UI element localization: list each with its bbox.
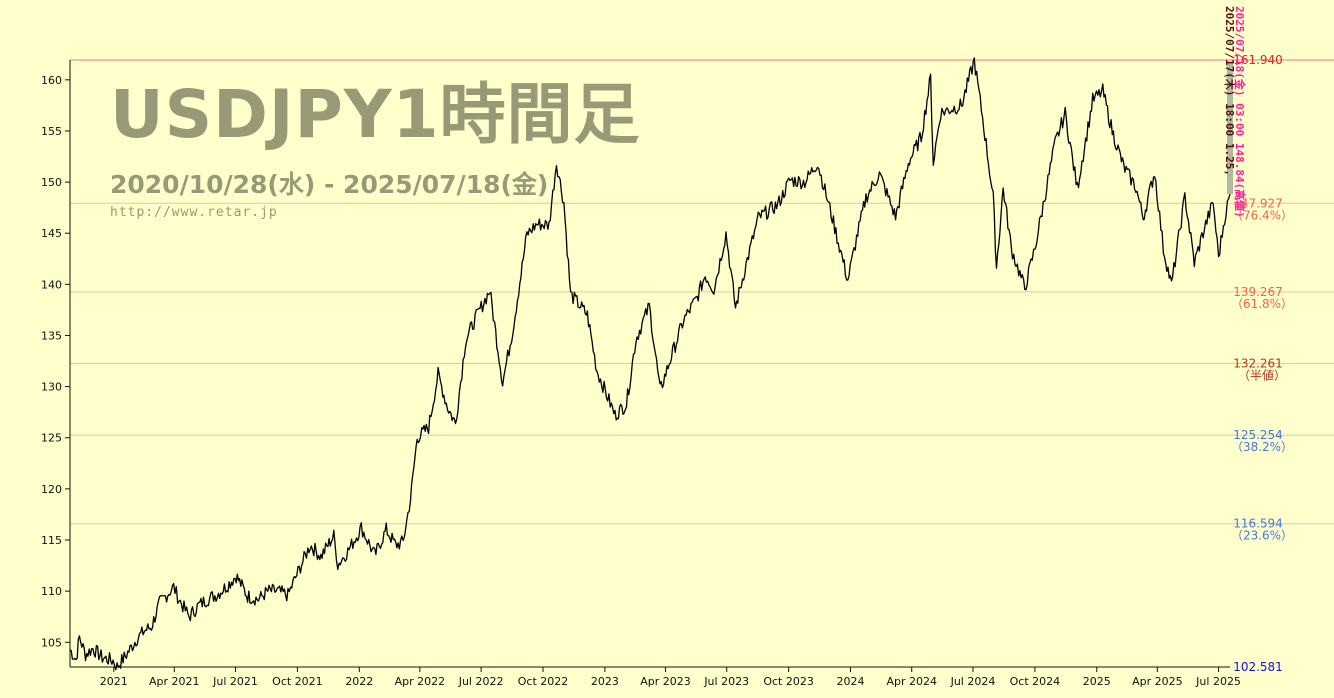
x-tick-label: 2023	[591, 675, 619, 688]
y-tick-label: 115	[41, 534, 62, 547]
y-tick-label: 155	[41, 125, 62, 138]
y-tick-label: 160	[41, 74, 62, 87]
y-tick-label: 150	[41, 176, 62, 189]
x-tick-label: Jul 2022	[458, 675, 504, 688]
level-pct-label: （半値）	[1238, 367, 1286, 382]
level-value-label: 147.927	[1233, 196, 1283, 210]
price-series	[69, 57, 1233, 671]
y-tick-label: 110	[41, 585, 62, 598]
level-value-label: 161.940	[1233, 53, 1283, 67]
x-tick-label: 2021	[100, 675, 128, 688]
chart-title: USDJPY1時間足	[110, 76, 641, 153]
site-url: http://www.retar.jp	[110, 205, 278, 220]
vertical-label-b: 2025/07/18(金) 03:00 148.84(高値)	[1233, 6, 1247, 218]
level-pct-label: （76.4%）	[1231, 208, 1293, 222]
y-tick-label: 140	[41, 278, 62, 291]
x-tick-label: Jul 2021	[212, 675, 258, 688]
level-value-label: 125.254	[1233, 428, 1283, 442]
level-pct-label: （38.2%）	[1231, 440, 1293, 454]
vertical-labels: 2025/07/17(木) 18:00 1.25,2025/07/18(金) 0…	[1223, 6, 1247, 218]
x-tick-label: 2025	[1083, 675, 1111, 688]
y-tick-label: 145	[41, 227, 62, 240]
y-tick-label: 130	[41, 381, 62, 394]
x-tick-label: Apr 2022	[395, 675, 446, 688]
x-tick-label: Jul 2025	[1195, 675, 1241, 688]
level-value-label: 116.594	[1233, 517, 1283, 531]
level-value-label: 139.267	[1233, 285, 1283, 299]
y-tick-label: 120	[41, 483, 62, 496]
x-tick-label: Jul 2023	[703, 675, 749, 688]
vertical-label-a: 2025/07/17(木) 18:00 1.25,	[1223, 6, 1237, 176]
x-tick-label: Oct 2024	[1010, 675, 1061, 688]
date-range: 2020/10/28(水) - 2025/07/18(金)	[110, 170, 549, 199]
x-tick-label: Oct 2021	[272, 675, 323, 688]
price-line	[69, 57, 1231, 671]
x-tick-label: 2022	[345, 675, 373, 688]
latest-bar-band	[1227, 62, 1233, 194]
x-tick-label: Apr 2024	[886, 675, 937, 688]
x-tick-label: Oct 2023	[763, 675, 814, 688]
y-tick-label: 125	[41, 432, 62, 445]
level-pct-label: （23.6%）	[1231, 529, 1293, 543]
x-tick-label: Jul 2024	[950, 675, 996, 688]
level-pct-label: （61.8%）	[1231, 297, 1293, 311]
axes: 105 110 115 120 125 130 135 140 145 150 155 160 2021…	[41, 60, 1241, 688]
x-tick-label: Apr 2025	[1132, 675, 1183, 688]
level-value-label: 132.261	[1233, 356, 1283, 370]
y-tick-label: 135	[41, 329, 62, 342]
y-tick-label: 105	[41, 636, 62, 649]
fib-levels: 161.940 147.927（76.4%） 139.267（61.8%） 132.2…	[70, 53, 1334, 674]
x-tick-label: Apr 2023	[640, 675, 691, 688]
level-value-label: 102.581	[1233, 660, 1283, 674]
x-tick-label: Oct 2022	[518, 675, 569, 688]
x-tick-label: Apr 2021	[149, 675, 200, 688]
x-tick-label: 2024	[837, 675, 865, 688]
